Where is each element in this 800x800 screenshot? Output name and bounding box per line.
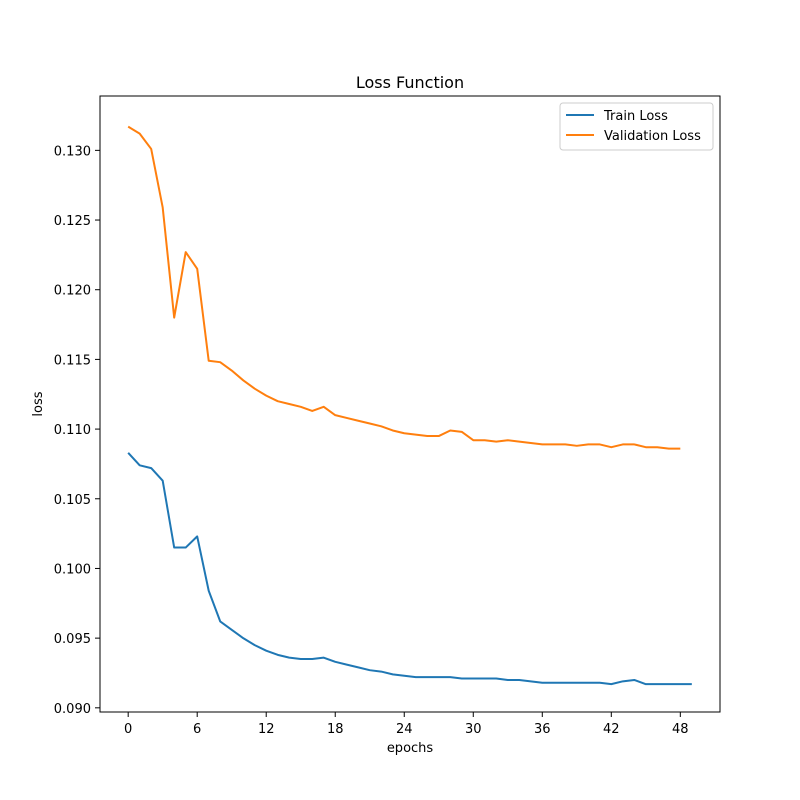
y-tick-label: 0.115 xyxy=(54,353,91,368)
y-tick-label: 0.110 xyxy=(54,423,91,438)
plot-frame xyxy=(99,95,721,713)
y-tick-label: 0.130 xyxy=(54,144,91,159)
y-tick-label: 0.125 xyxy=(54,214,91,229)
y-tick-label: 0.100 xyxy=(54,562,91,577)
x-tick-label: 42 xyxy=(603,722,620,737)
legend-box xyxy=(559,102,714,151)
y-axis-label: loss xyxy=(31,391,46,416)
x-tick-label: 0 xyxy=(124,722,132,737)
y-tick-label: 0.090 xyxy=(54,702,91,717)
legend-train-loss-label: Train Loss xyxy=(603,109,668,124)
x-axis: 0 6 12 18 24 30 36 42 48 xyxy=(124,712,689,737)
y-axis: 0.090 0.095 0.100 0.105 0.110 0.115 0.120 0.125… xyxy=(54,144,100,717)
y-tick-label: 0.095 xyxy=(54,632,91,647)
x-tick-label: 24 xyxy=(396,722,413,737)
series-line-validation-loss xyxy=(127,125,681,450)
series-line-train-loss xyxy=(127,452,692,686)
x-tick-label: 18 xyxy=(327,722,344,737)
chart-title: Loss Function xyxy=(356,73,464,92)
y-tick-label: 0.120 xyxy=(54,284,91,299)
y-tick-label: 0.105 xyxy=(54,493,91,508)
x-axis-label: epochs xyxy=(387,741,434,756)
x-tick-label: 12 xyxy=(258,722,275,737)
x-tick-label: 6 xyxy=(193,722,201,737)
series-layer xyxy=(127,125,692,686)
x-tick-label: 36 xyxy=(534,722,551,737)
legend: Train Loss Validation Loss xyxy=(559,102,714,151)
legend-validation-loss-label: Validation Loss xyxy=(604,129,701,144)
x-tick-label: 30 xyxy=(465,722,482,737)
x-tick-label: 48 xyxy=(672,722,689,737)
